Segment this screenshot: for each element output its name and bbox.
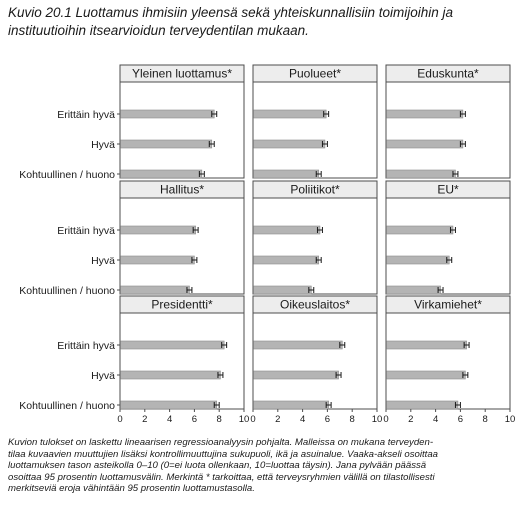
panel-7-bar-2 — [120, 370, 221, 380]
panel-5-bar-3 — [253, 285, 312, 295]
row-3-category-label-1: Erittäin hyvä — [57, 340, 115, 352]
panel-9-frame — [385, 312, 511, 410]
panel-3-bar-1 — [386, 109, 464, 119]
panel-9-xtick-label-5: 8 — [483, 414, 488, 425]
panel-1-bar-3 — [120, 169, 203, 179]
panel-4-bar-3 — [120, 285, 190, 295]
figure-title-line-1: Kuvio 20.1 Luottamus ihmisiin yleensä se… — [8, 5, 453, 20]
panel-7-xtick-label-6: 10 — [239, 414, 250, 425]
panel-8-xtick-label-6: 10 — [372, 414, 383, 425]
panel-3-bar-3 — [386, 169, 456, 179]
panel-8-bar-1 — [253, 340, 343, 350]
panel-3-frame — [385, 81, 511, 179]
figure-caption-line-3: luottamuksen tason asteikolla 0–10 (0=ei… — [8, 460, 427, 472]
panel-2-bar-2 — [253, 139, 326, 149]
panel-6-title: EU* — [437, 183, 459, 197]
panel-7-bar-1 — [120, 340, 225, 350]
panel-7-xtick-label-1: 0 — [117, 414, 122, 425]
panel-5-bar-2 — [253, 255, 320, 265]
panel-3-bar-2 — [386, 139, 464, 149]
figure-caption: Kuvion tulokset on laskettu lineaarisen … — [8, 437, 518, 495]
row-1-category-label-3: Kohtuullinen / huono — [19, 169, 115, 181]
panel-9-xtick-label-6: 10 — [505, 414, 516, 425]
panel-6-bar-1 — [386, 225, 454, 235]
panel-1-bar-1 — [120, 109, 215, 119]
panel-8-frame — [252, 312, 378, 410]
panel-8-bar-3 — [253, 400, 329, 410]
panel-9-bar-2 — [386, 370, 466, 380]
figure-title-line-2: instituutioihin itsearvioidun terveydent… — [8, 23, 309, 38]
panel-3-title: Eduskunta* — [417, 67, 479, 81]
panel-9-title: Virkamiehet* — [414, 298, 482, 312]
panel-7-xtick-label-4: 6 — [192, 414, 197, 425]
panel-9-xtick-label-2: 2 — [408, 414, 413, 425]
figure-title: Kuvio 20.1 Luottamus ihmisiin yleensä se… — [8, 4, 514, 40]
panel-8-xtick-label-4: 6 — [325, 414, 330, 425]
panel-2-frame — [252, 81, 378, 179]
row-1-category-label-2: Hyvä — [91, 139, 115, 151]
panel-5-title: Poliitikot* — [290, 183, 340, 197]
figure-caption-line-2: tilaa kuvaavien muuttujien lisäksi kontr… — [8, 448, 438, 460]
row-3-category-label-3: Kohtuullinen / huono — [19, 400, 115, 412]
panel-4-bar-2 — [120, 255, 195, 265]
panel-7-xtick-label-2: 2 — [142, 414, 147, 425]
panel-1-title: Yleinen luottamus* — [132, 67, 232, 81]
panel-7-frame — [119, 312, 245, 410]
panel-6-bar-3 — [386, 285, 441, 295]
figure-caption-line-5: merkitseviä eroja vähintään 95 prosentin… — [8, 483, 255, 495]
row-3-category-label-2: Hyvä — [91, 370, 115, 382]
panel-9-bar-3 — [386, 400, 459, 410]
figure-caption-line-1: Kuvion tulokset on laskettu lineaarisen … — [8, 437, 434, 448]
panel-1-frame — [119, 81, 245, 179]
panel-6-bar-2 — [386, 255, 450, 265]
panel-4-frame — [119, 197, 245, 295]
panel-6-frame — [385, 197, 511, 295]
panel-8-bar-2 — [253, 370, 339, 380]
row-2-category-label-2: Hyvä — [91, 255, 115, 267]
panel-2-bar-3 — [253, 169, 320, 179]
panel-4-bar-1 — [120, 225, 196, 235]
row-2-category-label-3: Kohtuullinen / huono — [19, 285, 115, 297]
panel-1-bar-2 — [120, 139, 213, 149]
row-2-category-label-1: Erittäin hyvä — [57, 225, 115, 237]
panel-9-xtick-label-1: 0 — [383, 414, 388, 425]
panel-8-xtick-label-2: 2 — [275, 414, 280, 425]
panel-8-xtick-label-5: 8 — [350, 414, 355, 425]
figure-caption-line-4: osoittaa 95 prosentin luottamusvälin. Me… — [8, 471, 435, 483]
panel-9-bar-1 — [386, 340, 467, 350]
panel-2-bar-1 — [253, 109, 327, 119]
panel-4-title: Hallitus* — [160, 183, 204, 197]
panel-8-xtick-label-1: 0 — [250, 414, 255, 425]
row-1-category-label-1: Erittäin hyvä — [57, 109, 115, 121]
panel-9-xtick-label-4: 6 — [458, 414, 463, 425]
panel-5-bar-1 — [253, 225, 321, 235]
panel-7-bar-3 — [120, 400, 218, 410]
panel-8-title: Oikeuslaitos* — [280, 298, 350, 312]
panel-7-xtick-label-3: 4 — [167, 414, 172, 425]
panel-9-xtick-label-3: 4 — [433, 414, 438, 425]
panel-8-xtick-label-3: 4 — [300, 414, 305, 425]
panel-2-title: Puolueet* — [289, 67, 341, 81]
panel-5-frame — [252, 197, 378, 295]
panel-7-title: Presidentti* — [151, 298, 213, 312]
panel-7-xtick-label-5: 8 — [217, 414, 222, 425]
